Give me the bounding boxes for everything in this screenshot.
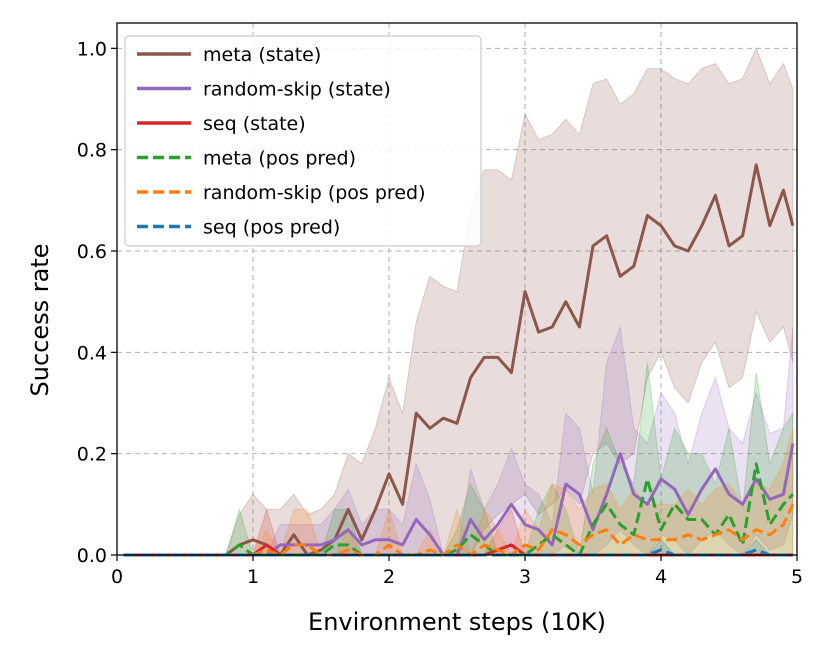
x-tick-label: 3 <box>519 566 531 588</box>
legend-box <box>124 35 482 247</box>
legend: meta (state) random-skip (state) seq (stat… <box>124 35 482 247</box>
legend-label-random-skip-pos-pred: random-skip (pos pred) <box>203 182 425 204</box>
axis-ticks: 0 1 2 3 4 5 0.0 0.2 0.4 0.6 0.8 1.0 <box>77 38 803 588</box>
y-tick-label: 0.2 <box>77 444 107 466</box>
y-tick-label: 1.0 <box>77 38 107 60</box>
legend-label-seq-state: seq (state) <box>203 113 306 135</box>
y-axis-label: Success rate <box>26 244 54 397</box>
random-skip-state-line <box>123 443 795 557</box>
confidence-bands <box>123 46 794 557</box>
x-tick-label: 0 <box>111 566 123 588</box>
legend-label-seq-pos-pred: seq (pos pred) <box>203 217 340 239</box>
legend-label-meta-pos-pred: meta (pos pred) <box>203 148 356 170</box>
plot-frame <box>116 22 798 556</box>
y-tick-label: 0.6 <box>77 241 107 263</box>
random-skip-pos-pred-line <box>123 503 795 557</box>
legend-label-meta-state: meta (state) <box>203 44 321 66</box>
legend-label-random-skip-state: random-skip (state) <box>203 79 391 101</box>
y-tick-label: 0.0 <box>77 545 107 567</box>
x-tick-label: 1 <box>247 566 259 588</box>
y-tick-label: 0.4 <box>77 342 107 364</box>
x-tick-label: 4 <box>655 566 667 588</box>
x-axis-label: Environment steps (10K) <box>308 608 606 636</box>
y-tick-label: 0.8 <box>77 140 107 162</box>
x-tick-label: 2 <box>383 566 395 588</box>
x-tick-label: 5 <box>791 566 803 588</box>
